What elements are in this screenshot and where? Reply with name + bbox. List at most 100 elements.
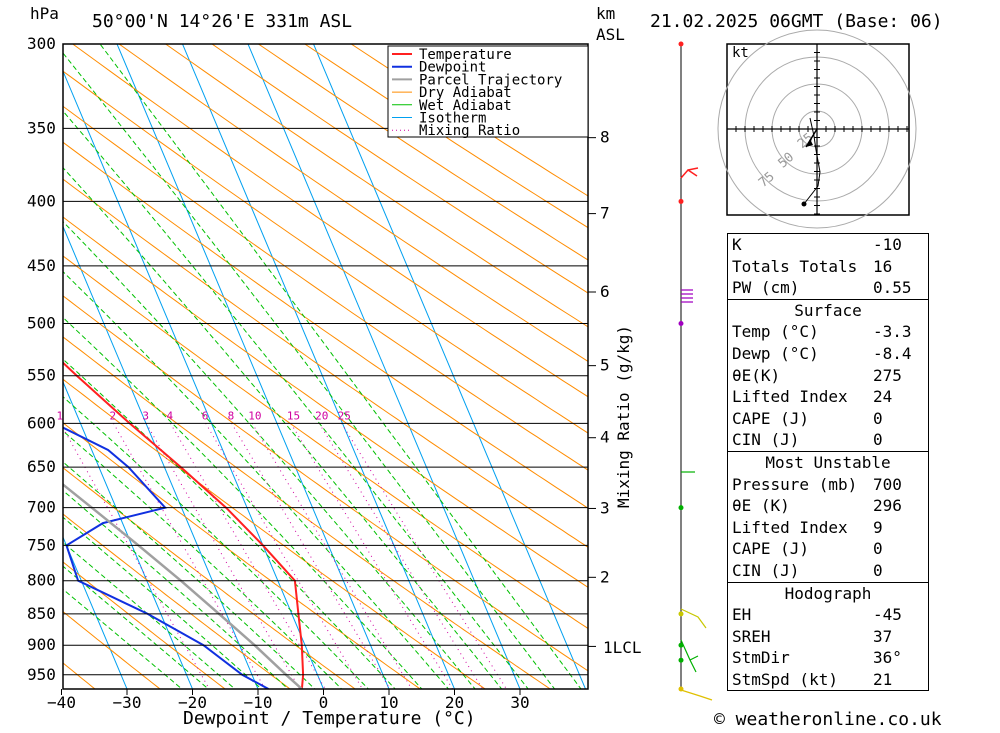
index-value: 700 <box>873 474 902 494</box>
mixing-ratio-line <box>113 423 266 689</box>
isotherm-line <box>63 535 128 689</box>
pressure-tick-label: 950 <box>27 665 56 684</box>
legend-entry: Wet Adiabat <box>419 98 512 114</box>
hodograph-unit: kt <box>732 45 749 61</box>
index-key: Pressure (mb) <box>732 474 858 494</box>
index-key: PW (cm) <box>732 278 800 298</box>
dry-adiabat-line <box>63 611 161 689</box>
index-row: StmSpd (kt) 21 <box>728 669 928 691</box>
index-row: Lifted Index 9 <box>728 517 928 539</box>
mixing-ratio-tick-label: 8 <box>228 409 235 422</box>
index-value: -8.4 <box>873 343 912 363</box>
legend-entry: Isotherm <box>419 111 486 127</box>
index-row: Lifted Index 24 <box>728 386 928 408</box>
lcl-label: 1LCL <box>603 638 642 657</box>
index-value: 16 <box>873 256 893 276</box>
wind-barb <box>680 639 699 673</box>
index-value: 37 <box>873 626 893 646</box>
hodograph-section: Hodograph EH -45 SREH 37 StmDir 36° StmSpd … <box>728 581 928 691</box>
isotherm-line <box>116 44 390 689</box>
pressure-tick-label: 850 <box>27 604 56 623</box>
index-value: 0 <box>873 430 883 450</box>
height-tick-label: 6 <box>600 282 610 301</box>
index-row: StmDir 36° <box>728 647 928 669</box>
height-tick-label: 5 <box>600 356 610 375</box>
wet-adiabat-line <box>63 461 316 689</box>
x-tick-label: 0 <box>319 693 329 712</box>
index-key: StmSpd (kt) <box>732 669 838 689</box>
wet-adiabat-line <box>63 110 529 689</box>
x-tick-label: −20 <box>178 693 207 712</box>
wet-adiabat-line <box>63 430 343 689</box>
wind-level-marker <box>678 505 684 511</box>
legend-entry: Temperature <box>419 47 512 63</box>
index-key: CAPE (J) <box>732 539 810 559</box>
dry-adiabat-line <box>63 467 356 689</box>
wind-barb <box>680 689 713 701</box>
index-row: K -10 <box>728 234 928 256</box>
index-value: -10 <box>873 235 902 254</box>
legend-box <box>387 45 589 138</box>
copyright: © weatheronline.co.uk <box>714 709 942 730</box>
height-axis-unit-asl: ASL <box>596 25 625 44</box>
index-key: θE(K) <box>732 365 781 385</box>
pressure-axis-unit: hPa <box>30 4 59 23</box>
mixing-ratio-line <box>145 423 301 689</box>
height-tick-label: 2 <box>600 567 610 586</box>
wind-barb <box>680 167 699 179</box>
pressure-tick-label: 550 <box>27 366 56 385</box>
x-axis-label: Dewpoint / Temperature (°C) <box>183 708 476 729</box>
index-row: PW (cm) 0.55 <box>728 277 928 299</box>
index-key: Dewp (°C) <box>732 343 819 363</box>
mixing-ratio-tick-label: 4 <box>166 409 173 422</box>
wet-adiabat-line <box>63 588 183 689</box>
mixing-ratio-tick-label: 20 <box>315 409 328 422</box>
wet-adiabat-line <box>63 358 396 689</box>
mixing-ratio-line <box>205 423 364 689</box>
pressure-tick-label: 600 <box>27 413 56 432</box>
x-tick-label: 20 <box>445 693 464 712</box>
x-tick-label: −10 <box>244 693 273 712</box>
chart-title: 50°00'N 14°26'E 331m ASL <box>92 11 353 32</box>
index-value: 0 <box>873 408 883 428</box>
index-value: 275 <box>873 365 902 385</box>
index-row: CIN (J) 0 <box>728 429 928 451</box>
x-tick-label: 10 <box>379 693 398 712</box>
pressure-tick-label: 750 <box>27 535 56 554</box>
mixing-ratio-tick-label: 6 <box>202 409 209 422</box>
wet-adiabat-line <box>63 516 263 689</box>
index-row: SREH 37 <box>728 626 928 648</box>
index-key: Totals Totals <box>732 256 858 276</box>
mixing-ratio-tick-label: 15 <box>287 409 300 422</box>
pressure-tick-label: 300 <box>27 34 56 53</box>
index-value: -3.3 <box>873 322 912 342</box>
mixing-ratio-tick-label: 10 <box>248 409 261 422</box>
pressure-tick-label: 500 <box>27 314 56 333</box>
pressure-tick-label: 450 <box>27 256 56 275</box>
indices-panel: K -10 Totals Totals 16 PW (cm) 0.55 Surface… <box>727 233 929 692</box>
index-value: 0.55 <box>873 278 912 298</box>
pressure-tick-label: 700 <box>27 498 56 517</box>
mixing-ratio-tick-label: 1 <box>56 409 63 422</box>
x-tick-label: −30 <box>113 693 142 712</box>
dry-adiabat-line <box>63 216 588 588</box>
hodograph-surface-point <box>801 201 807 207</box>
hodograph-title: Hodograph <box>784 583 872 603</box>
index-row: Totals Totals 16 <box>728 256 928 278</box>
index-row: CAPE (J) 0 <box>728 538 928 560</box>
dry-adiabat-line <box>63 513 291 689</box>
wet-adiabat-line <box>63 52 556 689</box>
index-row: CIN (J) 0 <box>728 560 928 582</box>
wet-adiabat-line <box>63 565 210 689</box>
index-row: θE(K) 275 <box>728 365 928 387</box>
index-value: 21 <box>873 669 893 689</box>
index-row: CAPE (J) 0 <box>728 408 928 430</box>
wet-adiabat-line <box>63 271 450 689</box>
wet-adiabat-line <box>63 220 476 689</box>
mixing-ratio-axis-label: Mixing Ratio (g/kg) <box>614 324 633 508</box>
height-tick-label: 4 <box>600 428 610 447</box>
series-temperature <box>63 361 305 689</box>
height-tick-label: 7 <box>600 204 610 223</box>
pressure-tick-label: 800 <box>27 571 56 590</box>
